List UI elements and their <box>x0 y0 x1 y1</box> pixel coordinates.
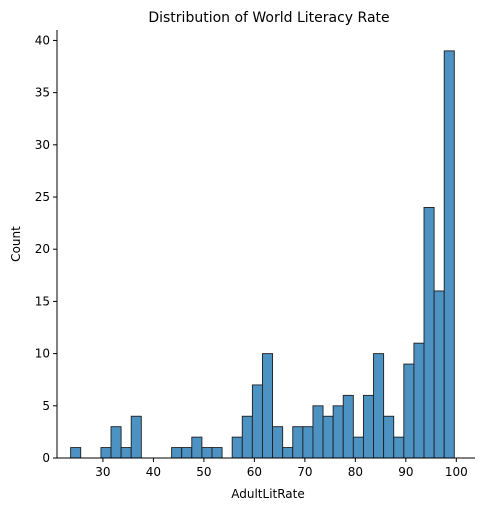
histogram-bar <box>302 426 314 459</box>
y-tick-label: 30 <box>35 138 50 152</box>
histogram-bar <box>423 207 435 459</box>
x-tick-label: 80 <box>348 465 363 479</box>
histogram-bar <box>403 363 415 459</box>
histogram-bar <box>413 342 425 459</box>
histogram-bar <box>373 353 385 459</box>
x-tick-label: 50 <box>196 465 211 479</box>
histogram-bar <box>201 447 213 459</box>
histogram-bar <box>292 426 304 459</box>
y-tick-label: 20 <box>35 242 50 256</box>
histogram-bar <box>181 447 193 459</box>
histogram-bar <box>241 415 253 459</box>
x-tick-label: 30 <box>95 465 110 479</box>
histogram-bar <box>120 447 132 459</box>
x-tick-label: 40 <box>146 465 161 479</box>
histogram-bar <box>191 436 203 459</box>
histogram-bar <box>383 415 395 459</box>
histogram-bar <box>322 415 334 459</box>
y-ticks-group: 0 5 10 15 20 25 30 35 40 <box>35 33 57 465</box>
y-tick-label: 10 <box>35 347 50 361</box>
bars-group <box>70 50 455 459</box>
x-tick-label: 60 <box>247 465 262 479</box>
histogram-bar <box>171 447 183 459</box>
x-tick-label: 70 <box>297 465 312 479</box>
x-tick-label: 100 <box>445 465 468 479</box>
histogram-bar <box>262 353 274 459</box>
histogram-bar <box>272 426 284 459</box>
y-tick-label: 40 <box>35 33 50 47</box>
x-ticks-group: 30 40 50 60 70 80 90 100 <box>95 458 468 479</box>
histogram-bar <box>282 447 294 459</box>
histogram-bar <box>100 447 112 459</box>
y-tick-label: 35 <box>35 86 50 100</box>
histogram-bar <box>342 394 354 459</box>
y-tick-label: 15 <box>35 294 50 308</box>
y-axis-label: Count <box>9 226 23 262</box>
histogram-bar <box>70 447 82 459</box>
chart-title: Distribution of World Literacy Rate <box>148 10 389 26</box>
histogram-bar <box>443 50 455 459</box>
histogram-bar <box>362 394 374 459</box>
histogram-bar <box>231 436 243 459</box>
histogram-bar <box>251 384 263 459</box>
histogram-bar <box>110 426 122 459</box>
histogram-bar <box>130 415 142 459</box>
histogram-bar <box>211 447 223 459</box>
histogram-bar <box>433 290 445 459</box>
x-axis-label: AdultLitRate <box>231 487 305 501</box>
histogram-bar <box>312 405 324 459</box>
histogram-bar <box>332 405 344 459</box>
y-tick-label: 5 <box>42 399 50 413</box>
y-tick-label: 0 <box>42 451 50 465</box>
histogram-bar <box>352 436 364 459</box>
x-tick-label: 90 <box>398 465 413 479</box>
y-tick-label: 25 <box>35 190 50 204</box>
histogram-bar <box>393 436 405 459</box>
